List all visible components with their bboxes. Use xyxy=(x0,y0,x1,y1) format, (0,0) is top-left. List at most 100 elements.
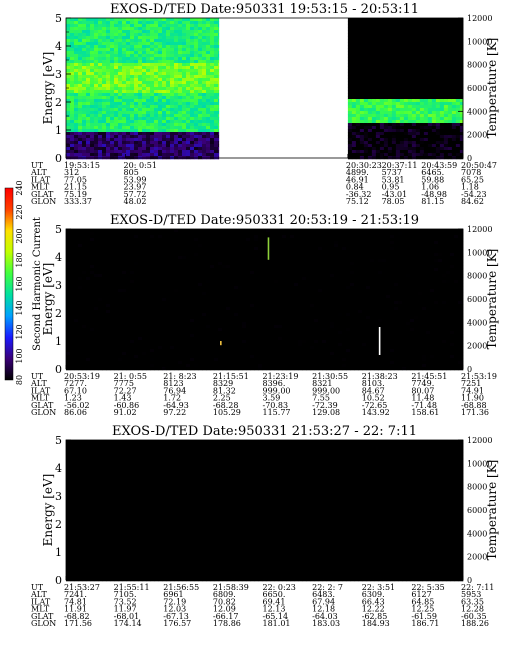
heatmap-cell xyxy=(387,123,393,127)
heatmap-cell xyxy=(118,150,123,154)
heatmap-cell xyxy=(435,66,441,70)
heatmap-cell xyxy=(383,93,389,97)
heatmap-cell xyxy=(383,117,389,121)
heatmap-cell xyxy=(110,108,115,112)
heatmap-cell xyxy=(411,69,417,73)
heatmap-cell xyxy=(130,355,135,359)
heatmap-cell xyxy=(122,274,127,278)
heatmap-cell xyxy=(182,102,187,106)
heatmap-cell xyxy=(190,271,195,275)
heatmap-cell xyxy=(174,147,179,151)
heatmap-cell xyxy=(178,286,183,290)
heatmap-cell xyxy=(403,45,409,49)
heatmap-cell xyxy=(182,24,187,28)
heatmap-cell xyxy=(110,229,115,233)
heatmap-cell xyxy=(178,105,183,109)
heatmap-cell xyxy=(174,364,179,368)
heatmap-cell xyxy=(202,114,207,118)
heatmap-cell xyxy=(407,30,413,34)
heatmap-cell xyxy=(114,69,119,73)
heatmap-cell xyxy=(74,238,79,242)
heatmap-cell xyxy=(427,105,433,109)
heatmap-cell xyxy=(198,298,203,302)
heatmap-cell xyxy=(70,102,75,106)
heatmap-cell xyxy=(198,126,203,130)
heatmap-cell xyxy=(186,69,191,73)
heatmap-cell xyxy=(415,75,421,79)
heatmap-cell xyxy=(202,93,207,97)
heatmap-cell xyxy=(198,108,203,112)
heatmap-cell xyxy=(82,150,87,154)
heatmap-cell xyxy=(439,135,445,139)
heatmap-cell xyxy=(114,301,119,305)
heatmap-cell xyxy=(130,283,135,287)
heatmap-cell xyxy=(162,87,167,91)
heatmap-cell xyxy=(218,60,220,64)
heatmap-cell xyxy=(190,105,195,109)
heatmap-cell xyxy=(182,144,187,148)
heatmap-cell xyxy=(130,295,135,299)
heatmap-cell xyxy=(130,313,135,317)
heatmap-cell xyxy=(134,30,139,34)
heatmap-cell xyxy=(110,235,115,239)
heatmap-cell xyxy=(202,292,207,296)
heatmap-cell xyxy=(98,364,103,368)
heatmap-cell xyxy=(70,57,75,61)
heatmap-cell xyxy=(198,21,203,25)
heatmap-cell xyxy=(451,114,457,118)
heatmap-cell xyxy=(202,99,207,103)
heatmap-cell xyxy=(423,72,429,76)
heatmap-cell xyxy=(130,328,135,332)
heatmap-cell xyxy=(126,63,131,67)
heatmap-cell xyxy=(347,141,353,145)
heatmap-cell xyxy=(170,45,175,49)
heatmap-cell xyxy=(142,307,147,311)
heatmap-cell xyxy=(399,132,405,136)
heatmap-cell xyxy=(98,72,103,76)
heatmap-cell xyxy=(214,48,219,52)
heatmap-cell xyxy=(146,18,151,22)
heatmap-cell xyxy=(395,96,401,100)
heatmap-cell xyxy=(142,340,147,344)
heatmap-cell xyxy=(142,316,147,320)
heatmap-cell xyxy=(122,111,127,115)
heatmap-cell xyxy=(154,117,159,121)
heatmap-cell xyxy=(106,78,111,82)
heatmap-cell xyxy=(178,78,183,82)
heatmap-cell xyxy=(82,147,87,151)
heatmap-cell xyxy=(198,27,203,31)
heatmap-cell xyxy=(78,307,83,311)
heatmap-cell xyxy=(110,292,115,296)
heatmap-cell xyxy=(359,81,365,85)
heatmap-cell xyxy=(138,265,143,269)
heatmap-cell xyxy=(74,102,79,106)
heatmap-cell xyxy=(363,147,369,151)
heatmap-cell xyxy=(355,150,361,154)
heatmap-cell xyxy=(146,72,151,76)
heatmap-cell xyxy=(178,33,183,37)
heatmap-cell xyxy=(363,141,369,145)
heatmap-cell xyxy=(431,69,437,73)
heatmap-cell xyxy=(74,126,79,130)
heatmap-cell xyxy=(122,21,127,25)
heatmap-cell xyxy=(134,232,139,236)
heatmap-cell xyxy=(166,138,171,142)
table-cell: 20:50:47 xyxy=(461,161,497,170)
heatmap-cell xyxy=(114,349,119,353)
heatmap-cell xyxy=(174,135,179,139)
heatmap-cell xyxy=(126,307,131,311)
heatmap-cell xyxy=(435,135,441,139)
heatmap-cell xyxy=(66,147,71,151)
heatmap-cell xyxy=(102,343,107,347)
heatmap-cell xyxy=(166,153,171,157)
heatmap-cell xyxy=(455,57,461,61)
heatmap-cell xyxy=(102,135,107,139)
heatmap-cell xyxy=(439,21,445,25)
heatmap-cell xyxy=(198,81,203,85)
heatmap-cell xyxy=(423,30,429,34)
heatmap-cell xyxy=(431,90,437,94)
heatmap-cell xyxy=(166,316,171,320)
heatmap-cell xyxy=(206,36,211,40)
heatmap-cell xyxy=(403,120,409,124)
heatmap-cell xyxy=(74,325,79,329)
